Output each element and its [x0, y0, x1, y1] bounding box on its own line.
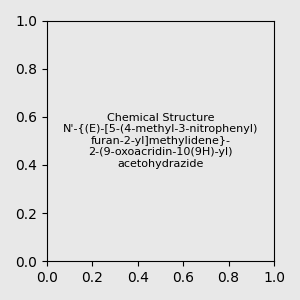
Text: Chemical Structure
N'-{(E)-[5-(4-methyl-3-nitrophenyl)
furan-2-yl]methylidene}-
: Chemical Structure N'-{(E)-[5-(4-methyl-…: [63, 113, 258, 169]
